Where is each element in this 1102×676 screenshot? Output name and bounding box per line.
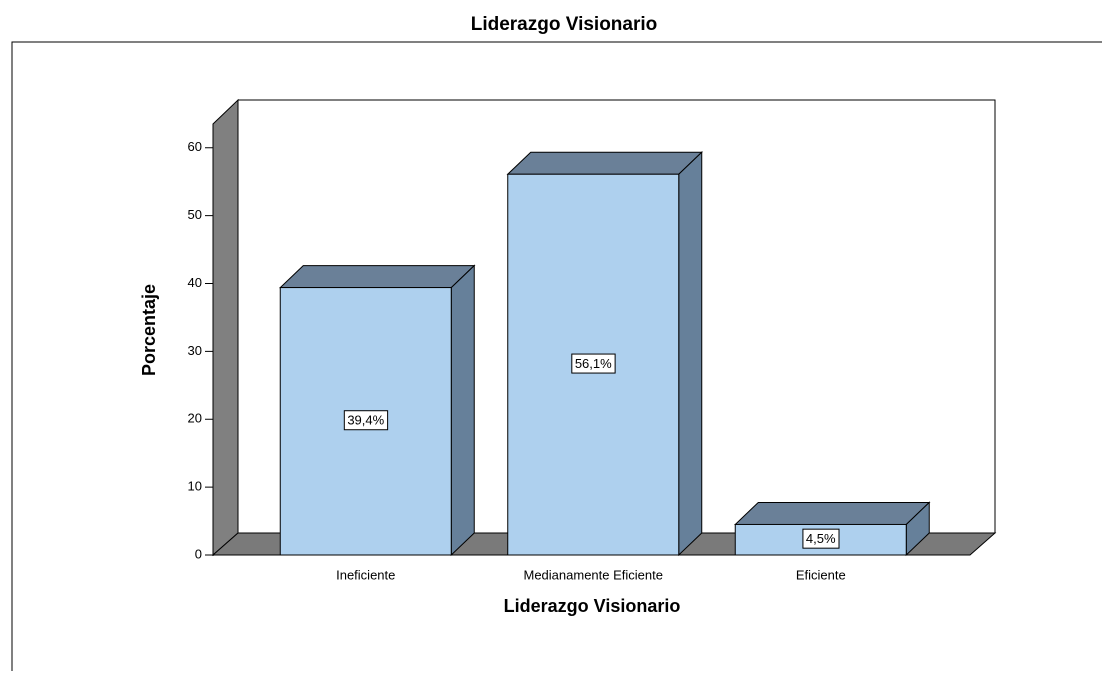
x-axis-label: Liderazgo Visionario	[504, 596, 681, 616]
y-tick-label: 50	[188, 207, 202, 222]
left-wall	[212, 98, 239, 557]
value-label: 39,4%	[347, 413, 384, 428]
y-tick-label: 30	[188, 343, 202, 358]
y-tick-label: 20	[188, 411, 202, 426]
x-tick-label: Ineficiente	[336, 567, 395, 582]
x-tick-label: Eficiente	[796, 567, 846, 582]
y-tick-label: 40	[188, 275, 202, 290]
y-tick-label: 60	[188, 139, 202, 154]
y-axis-label: Porcentaje	[139, 284, 159, 376]
value-label-box	[571, 353, 616, 374]
frame	[11, 41, 1102, 671]
value-label: 4,5%	[806, 531, 836, 546]
bar-top	[506, 151, 703, 175]
y-tick-label: 10	[188, 479, 202, 494]
y-tick-label: 0	[195, 546, 202, 561]
x-tick-label: Medianamente Eficiente	[524, 567, 663, 582]
chart-title: Liderazgo Visionario	[471, 14, 658, 35]
bar-side	[450, 264, 475, 557]
value-label: 56,1%	[575, 356, 612, 371]
bar-top	[279, 265, 476, 289]
value-label-box	[343, 410, 389, 431]
bar-side	[678, 151, 703, 557]
value-label-box	[802, 528, 840, 549]
bar-top	[734, 501, 931, 525]
